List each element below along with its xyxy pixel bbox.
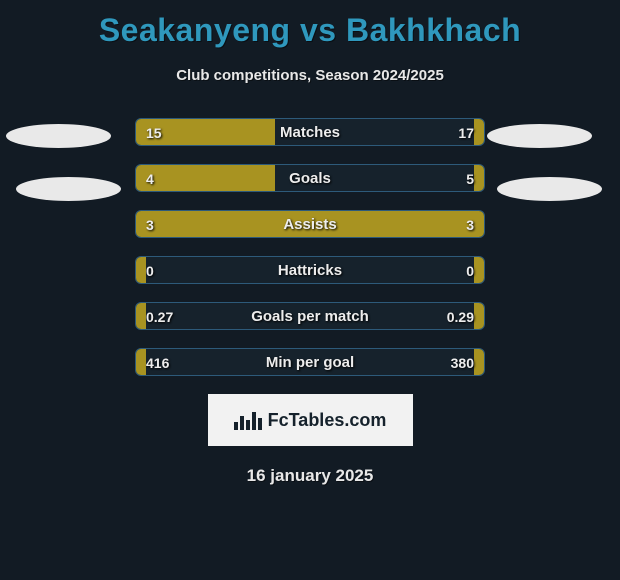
stat-label: Matches [136,119,484,146]
stat-row: 0Hattricks0 [135,256,485,284]
stat-label: Goals per match [136,303,484,330]
stat-label: Goals [136,165,484,192]
stat-label: Min per goal [136,349,484,376]
stat-value-right: 3 [466,211,474,238]
stat-row: 0.27Goals per match0.29 [135,302,485,330]
player-avatar-placeholder [487,124,592,148]
stat-label: Assists [136,211,484,238]
stat-value-right: 5 [466,165,474,192]
comparison-title: Seakanyeng vs Bakhkhach [0,0,620,49]
bar-chart-icon [234,410,262,430]
player-avatar-placeholder [497,177,602,201]
comparison-subtitle: Club competitions, Season 2024/2025 [0,67,620,84]
stat-value-right: 380 [451,349,474,376]
stats-container: 15Matches17 4Goals5 3Assists3 0Hattricks0 0.… [0,118,620,376]
stat-value-right: 0.29 [447,303,474,330]
comparison-date: 16 january 2025 [0,466,620,486]
stat-row: 4Goals5 [135,164,485,192]
logo-text: FcTables.com [268,410,387,431]
stat-row: 3Assists3 [135,210,485,238]
stat-value-right: 0 [466,257,474,284]
stat-row: 416Min per goal380 [135,348,485,376]
stat-row: 15Matches17 [135,118,485,146]
player-avatar-placeholder [6,124,111,148]
stat-value-right: 17 [458,119,474,146]
player-avatar-placeholder [16,177,121,201]
stat-label: Hattricks [136,257,484,284]
fctables-logo: FcTables.com [208,394,413,446]
